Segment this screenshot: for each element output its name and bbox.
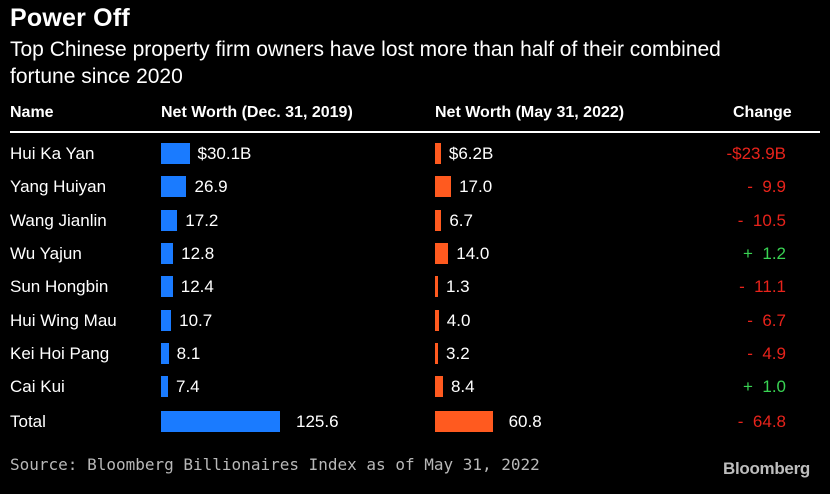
header-name: Name [10, 104, 54, 121]
label-net-worth-2022: 6.7 [449, 210, 473, 230]
bloomberg-logo: Bloomberg [722, 459, 810, 478]
label-net-worth-2022: $6.2B [448, 144, 494, 163]
change-value: + 1.2 [742, 243, 786, 263]
chart-title: Power Off [10, 4, 130, 32]
row-name: Sun Hongbin [10, 277, 109, 297]
bar-net-worth-2019 [161, 342, 169, 364]
table-row: Kei Hoi Pang 8.1 3.2 - 4.9 [0, 339, 830, 372]
change-value: - 4.9 [747, 343, 786, 363]
header-net-worth-2019: Net Worth (Dec. 31, 2019) [161, 104, 353, 121]
bar-net-worth-2019 [161, 209, 178, 231]
bar-net-worth-2019 [161, 276, 173, 298]
label-net-worth-2019: 12.4 [180, 277, 214, 297]
bar-net-worth-2022 [435, 411, 493, 433]
row-name: Total [10, 412, 46, 432]
source-note: Source: Bloomberg Billionaires Index as … [10, 455, 540, 474]
chart-subtitle: Top Chinese property firm owners have lo… [10, 38, 721, 88]
label-net-worth-2022: 14.0 [456, 243, 490, 263]
table-row: Yang Huiyan 26.9 17.0 - 9.9 [0, 172, 830, 205]
row-name: Wang Jianlin [10, 210, 107, 230]
label-net-worth-2019: 7.4 [176, 377, 200, 397]
bar-net-worth-2022 [435, 376, 443, 398]
header-change: Change [733, 104, 792, 121]
bar-net-worth-2022 [435, 143, 441, 164]
row-name: Wu Yajun [10, 243, 82, 263]
bar-net-worth-2019 [161, 242, 174, 264]
row-name: Kei Hoi Pang [10, 343, 110, 363]
bar-net-worth-2022 [435, 176, 452, 198]
change-value: + 1.0 [742, 377, 786, 397]
row-name: Hui Ka Yan [10, 144, 95, 163]
bar-net-worth-2022 [435, 342, 439, 364]
change-value: - 64.8 [737, 412, 786, 432]
bar-net-worth-2019 [161, 309, 172, 331]
header-divider [10, 131, 820, 133]
table-row: Hui Ka Yan $30.1B $6.2B -$23.9B [0, 139, 830, 172]
label-net-worth-2022: 3.2 [446, 343, 470, 363]
label-net-worth-2019: 26.9 [194, 177, 228, 197]
bar-net-worth-2019 [161, 411, 280, 433]
change-value: - 11.1 [739, 277, 786, 297]
row-name: Yang Huiyan [10, 177, 107, 197]
table-row: Wang Jianlin 17.2 6.7 - 10.5 [0, 206, 830, 239]
label-net-worth-2019: 10.7 [179, 310, 213, 330]
label-net-worth-2022: 8.4 [450, 377, 475, 397]
label-net-worth-2019: 8.1 [176, 343, 201, 363]
label-net-worth-2022: 60.8 [508, 412, 542, 432]
change-value: - 6.7 [747, 310, 786, 330]
table-row: Cai Kui 7.4 8.4 + 1.0 [0, 372, 830, 405]
table-row: Wu Yajun 12.8 14.0 + 1.2 [0, 239, 830, 272]
change-value: - 9.9 [747, 177, 786, 197]
table-row: Total 125.6 60.8 - 64.8 [0, 407, 830, 440]
row-name: Cai Kui [10, 377, 65, 397]
bar-net-worth-2022 [435, 242, 449, 264]
bar-net-worth-2019 [161, 176, 187, 198]
change-value: -$23.9B [726, 144, 786, 163]
bar-net-worth-2022 [435, 209, 442, 231]
header-net-worth-2022: Net Worth (May 31, 2022) [435, 104, 625, 121]
label-net-worth-2022: 1.3 [446, 277, 470, 297]
label-net-worth-2019: 125.6 [296, 412, 339, 432]
table-row: Hui Wing Mau 10.7 4.0 - 6.7 [0, 306, 830, 339]
label-net-worth-2022: 4.0 [446, 310, 471, 330]
bar-net-worth-2022 [435, 276, 438, 298]
bar-net-worth-2019 [161, 376, 168, 398]
label-net-worth-2019: 17.2 [185, 210, 219, 230]
bar-net-worth-2019 [161, 143, 190, 164]
table-row: Sun Hongbin 12.4 1.3 - 11.1 [0, 272, 830, 305]
bar-net-worth-2022 [435, 309, 439, 331]
change-value: - 10.5 [737, 210, 786, 230]
label-net-worth-2019: 12.8 [181, 243, 215, 263]
label-net-worth-2019: $30.1B [197, 144, 252, 163]
row-name: Hui Wing Mau [10, 310, 117, 330]
label-net-worth-2022: 17.0 [459, 177, 493, 197]
